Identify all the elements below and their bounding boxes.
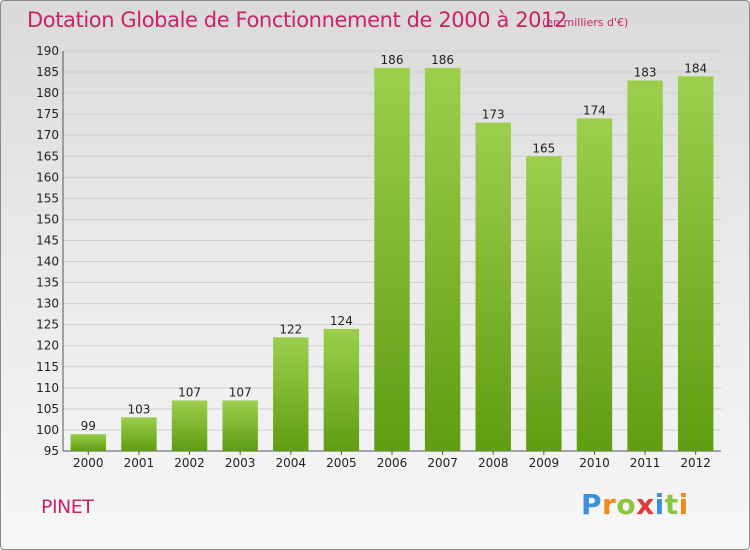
y-tick-label: 175	[36, 107, 59, 121]
y-tick-label: 95	[44, 444, 59, 458]
data-label: 183	[634, 65, 657, 79]
data-label: 103	[127, 402, 150, 416]
x-tick-label: 2009	[529, 456, 560, 470]
logo-letter: P	[581, 488, 603, 521]
logo-letter: t	[664, 488, 679, 521]
x-tick-label: 2011	[630, 456, 661, 470]
logo-letter: i	[678, 488, 689, 521]
logo-letter: o	[616, 488, 637, 521]
bar	[273, 337, 309, 451]
chart-title: Dotation Globale de Fonctionnement de 20…	[27, 8, 568, 32]
y-tick-label: 115	[36, 360, 59, 374]
bar	[576, 118, 613, 452]
bar	[424, 67, 461, 451]
y-tick-label: 145	[36, 233, 59, 247]
y-tick-label: 185	[36, 65, 59, 79]
x-tick-labels: 2000 2001 2002 2003 2004 2005 2006 2007 2008 2009…	[73, 451, 711, 470]
data-label: 186	[431, 53, 454, 67]
y-tick-label: 170	[36, 128, 59, 142]
y-tick-label: 130	[36, 297, 59, 311]
x-tick-label: 2004	[275, 456, 306, 470]
x-tick-label: 2001	[124, 456, 155, 470]
bars: 99 103 107 107 122 124 186 186 173 165 174 183 184	[70, 53, 714, 452]
x-tick-label: 2008	[478, 456, 509, 470]
data-label: 107	[229, 385, 252, 399]
logo-letter: i	[654, 488, 665, 521]
bar	[222, 400, 258, 451]
bar	[374, 67, 410, 451]
y-tick-label: 125	[36, 318, 59, 332]
data-label: 165	[532, 141, 555, 155]
x-tick-label: 2007	[427, 456, 458, 470]
y-tick-label: 165	[36, 149, 59, 163]
y-tick-label: 110	[36, 381, 59, 395]
bar	[70, 434, 107, 451]
unit-note: (en milliers d'€)	[542, 16, 629, 29]
y-tick-label: 120	[36, 339, 59, 353]
bar	[526, 156, 562, 451]
y-tick-label: 105	[36, 402, 59, 416]
y-tick-labels: 95 100 105 110 115 120 125 130 135 140 145 150 155 16…	[36, 44, 59, 458]
data-label: 107	[178, 385, 201, 399]
y-tick-label: 150	[36, 212, 59, 226]
x-tick-label: 2005	[326, 456, 357, 470]
y-tick-label: 160	[36, 170, 59, 184]
data-label: 99	[81, 419, 96, 433]
y-tick-label: 100	[36, 423, 59, 437]
x-tick-label: 2003	[225, 456, 256, 470]
data-label: 174	[583, 103, 606, 117]
bar	[475, 122, 511, 451]
proxiti-logo: Proxiti	[581, 488, 689, 521]
y-tick-label: 140	[36, 255, 59, 269]
data-label: 184	[684, 61, 707, 75]
x-tick-label: 2000	[73, 456, 104, 470]
x-tick-label: 2002	[174, 456, 205, 470]
data-label: 186	[381, 53, 404, 67]
bar	[323, 328, 360, 451]
x-tick-label: 2010	[579, 456, 610, 470]
commune-name: PINET	[41, 496, 94, 518]
bar	[121, 417, 157, 451]
logo-letter: r	[602, 488, 617, 521]
y-tick-label: 155	[36, 191, 59, 205]
y-tick-label: 180	[36, 86, 59, 100]
bar	[677, 76, 714, 452]
bar	[627, 80, 663, 451]
data-label: 124	[330, 314, 353, 328]
x-tick-label: 2012	[680, 456, 711, 470]
y-tick-label: 135	[36, 276, 59, 290]
logo-letter: x	[636, 488, 655, 521]
bar	[171, 400, 208, 451]
data-label: 173	[482, 108, 505, 122]
data-label: 122	[279, 322, 302, 336]
y-tick-label: 190	[36, 44, 59, 58]
x-tick-label: 2006	[377, 456, 408, 470]
